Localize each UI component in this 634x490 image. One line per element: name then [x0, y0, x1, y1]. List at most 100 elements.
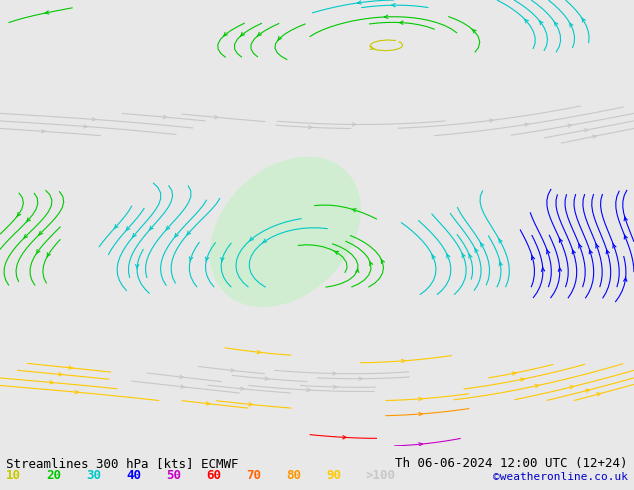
FancyArrowPatch shape — [586, 389, 590, 392]
FancyArrowPatch shape — [559, 267, 562, 271]
FancyArrowPatch shape — [469, 254, 472, 258]
Text: 80: 80 — [286, 469, 301, 482]
FancyArrowPatch shape — [554, 22, 558, 26]
FancyArrowPatch shape — [223, 32, 228, 36]
FancyArrowPatch shape — [257, 32, 261, 36]
FancyArrowPatch shape — [579, 244, 582, 248]
FancyArrowPatch shape — [39, 231, 42, 235]
Text: 10: 10 — [6, 469, 22, 482]
Text: 50: 50 — [166, 469, 181, 482]
FancyArrowPatch shape — [531, 255, 534, 260]
FancyArrowPatch shape — [472, 29, 476, 33]
FancyArrowPatch shape — [570, 386, 574, 389]
Text: 90: 90 — [326, 469, 341, 482]
FancyArrowPatch shape — [432, 254, 436, 259]
FancyArrowPatch shape — [353, 209, 356, 212]
Text: 70: 70 — [246, 469, 261, 482]
FancyArrowPatch shape — [126, 227, 130, 231]
FancyArrowPatch shape — [489, 119, 493, 122]
FancyArrowPatch shape — [539, 21, 543, 24]
FancyArrowPatch shape — [462, 253, 465, 257]
FancyArrowPatch shape — [419, 442, 422, 446]
FancyArrowPatch shape — [370, 261, 373, 266]
Text: 40: 40 — [126, 469, 141, 482]
FancyArrowPatch shape — [265, 377, 269, 380]
Text: Th 06-06-2024 12:00 UTC (12+24): Th 06-06-2024 12:00 UTC (12+24) — [395, 457, 628, 470]
FancyArrowPatch shape — [343, 436, 346, 439]
FancyArrowPatch shape — [149, 226, 153, 230]
Text: 20: 20 — [46, 469, 61, 482]
FancyArrowPatch shape — [205, 257, 209, 262]
FancyArrowPatch shape — [512, 372, 516, 375]
FancyArrowPatch shape — [499, 239, 502, 243]
FancyArrowPatch shape — [593, 135, 597, 138]
FancyArrowPatch shape — [401, 359, 405, 363]
FancyArrowPatch shape — [166, 226, 170, 230]
FancyArrowPatch shape — [572, 249, 575, 254]
FancyArrowPatch shape — [249, 403, 252, 406]
FancyArrowPatch shape — [624, 277, 627, 281]
FancyArrowPatch shape — [606, 249, 609, 254]
FancyArrowPatch shape — [240, 32, 245, 36]
FancyArrowPatch shape — [499, 261, 502, 266]
FancyArrowPatch shape — [481, 243, 484, 247]
FancyArrowPatch shape — [613, 244, 616, 248]
FancyArrowPatch shape — [589, 249, 592, 254]
FancyArrowPatch shape — [68, 366, 72, 369]
FancyArrowPatch shape — [596, 244, 599, 248]
FancyArrowPatch shape — [181, 385, 184, 388]
FancyArrowPatch shape — [179, 375, 183, 378]
FancyArrowPatch shape — [84, 124, 87, 128]
FancyArrowPatch shape — [384, 15, 388, 19]
FancyArrowPatch shape — [50, 381, 53, 384]
FancyArrowPatch shape — [585, 129, 588, 132]
FancyArrowPatch shape — [92, 118, 96, 121]
FancyArrowPatch shape — [45, 11, 49, 14]
FancyArrowPatch shape — [521, 378, 524, 381]
FancyArrowPatch shape — [240, 387, 244, 391]
Text: >100: >100 — [366, 469, 396, 482]
FancyArrowPatch shape — [307, 388, 311, 392]
FancyArrowPatch shape — [541, 267, 545, 271]
Text: ©weatheronline.co.uk: ©weatheronline.co.uk — [493, 472, 628, 482]
FancyArrowPatch shape — [231, 368, 235, 372]
FancyArrowPatch shape — [535, 384, 539, 388]
FancyArrowPatch shape — [624, 235, 628, 239]
FancyArrowPatch shape — [187, 231, 191, 235]
FancyArrowPatch shape — [174, 233, 178, 238]
FancyArrowPatch shape — [569, 23, 573, 27]
FancyArrowPatch shape — [559, 238, 562, 243]
FancyArrowPatch shape — [75, 391, 79, 393]
FancyArrowPatch shape — [257, 350, 261, 354]
FancyArrowPatch shape — [206, 402, 210, 405]
FancyArrowPatch shape — [335, 251, 339, 254]
FancyArrowPatch shape — [446, 253, 450, 258]
FancyArrowPatch shape — [309, 125, 312, 129]
FancyArrowPatch shape — [525, 123, 529, 126]
FancyArrowPatch shape — [399, 21, 403, 24]
FancyArrowPatch shape — [221, 257, 224, 262]
FancyArrowPatch shape — [582, 18, 585, 22]
FancyArrowPatch shape — [475, 248, 478, 252]
FancyArrowPatch shape — [58, 372, 62, 376]
FancyArrowPatch shape — [392, 3, 395, 7]
FancyArrowPatch shape — [568, 124, 572, 127]
Ellipse shape — [210, 157, 361, 307]
FancyArrowPatch shape — [23, 235, 27, 239]
FancyArrowPatch shape — [359, 377, 363, 380]
Text: Streamlines 300 hPa [kts] ECMWF: Streamlines 300 hPa [kts] ECMWF — [6, 457, 239, 470]
FancyArrowPatch shape — [419, 397, 422, 401]
Text: 30: 30 — [86, 469, 101, 482]
FancyArrowPatch shape — [262, 239, 267, 243]
FancyArrowPatch shape — [214, 116, 218, 119]
FancyArrowPatch shape — [358, 1, 361, 4]
FancyArrowPatch shape — [356, 268, 359, 272]
FancyArrowPatch shape — [624, 216, 627, 221]
Text: 60: 60 — [206, 469, 221, 482]
FancyArrowPatch shape — [136, 265, 139, 269]
FancyArrowPatch shape — [333, 385, 337, 389]
FancyArrowPatch shape — [27, 218, 30, 222]
FancyArrowPatch shape — [133, 233, 136, 238]
FancyArrowPatch shape — [114, 224, 118, 229]
FancyArrowPatch shape — [353, 123, 356, 126]
